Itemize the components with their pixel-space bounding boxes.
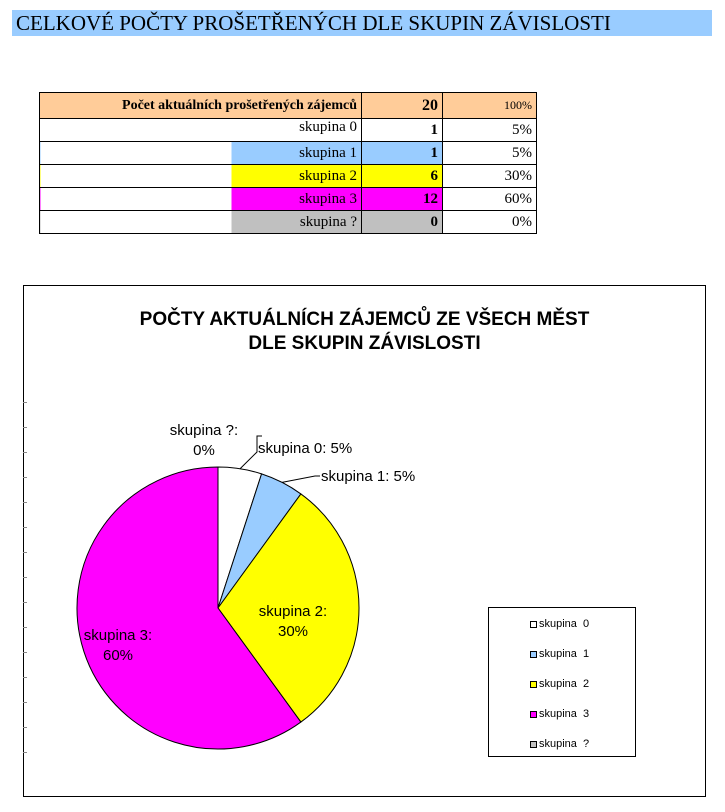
table-row: skupina ? 0 0%: [39, 210, 537, 234]
table-row: skupina 3 12 60%: [39, 187, 537, 211]
row-pct: 60%: [442, 187, 537, 211]
legend-swatch: [530, 741, 537, 748]
row-count: 6: [361, 164, 443, 188]
table-header-row: Počet aktuálních prošetřených zájemců 20…: [39, 92, 537, 119]
data-label: skupina 3: 60%: [84, 627, 152, 664]
row-label: skupina 2: [39, 164, 362, 188]
legend-entry: skupina ?: [530, 738, 590, 750]
legend-label: skupina 3: [539, 708, 590, 720]
row-label-text: skupina 1: [299, 144, 357, 161]
left-axis-ticks: [23, 402, 27, 762]
row-label-text: skupina ?: [299, 213, 357, 230]
row-label: skupina 0: [39, 118, 362, 142]
legend-entry: skupina 2: [530, 678, 590, 690]
leader-line: [281, 475, 320, 483]
leader-line: [239, 435, 262, 470]
chart-title: POČTY AKTUÁLNÍCH ZÁJEMCŮ ZE VŠECH MĚST D…: [24, 308, 705, 356]
row-count: 1: [361, 141, 443, 165]
row-label-text: skupina 2: [299, 167, 357, 184]
row-label: skupina ?: [39, 210, 362, 234]
legend-label: skupina 1: [539, 648, 590, 660]
data-label: skupina 1: 5%: [321, 468, 415, 485]
chart-legend: skupina 0 skupina 1 skupina 2 skupina 3 skup…: [488, 607, 636, 757]
legend-swatch: [530, 651, 537, 658]
pie-slice: [76, 466, 302, 750]
row-label: skupina 3: [39, 187, 362, 211]
row-label: skupina 1: [39, 141, 362, 165]
pie-chart: skupina 0: 5% skupina 1: 5% skupina 2: 30% s…: [76, 422, 415, 750]
table-row: skupina 0 1 5%: [39, 118, 537, 142]
row-pct: 5%: [442, 118, 537, 142]
data-label: skupina 2: 30%: [259, 603, 327, 640]
row-count: 12: [361, 187, 443, 211]
legend-label: skupina ?: [539, 738, 590, 750]
row-count: 1: [361, 118, 443, 142]
legend-label: skupina 2: [539, 678, 590, 690]
chart-title-line-1: POČTY AKTUÁLNÍCH ZÁJEMCŮ ZE VŠECH MĚST: [139, 309, 590, 330]
legend-entry: skupina 0: [530, 618, 590, 630]
summary-table: Počet aktuálních prošetřených zájemců 20…: [39, 92, 537, 234]
chart-title-line-2: DLE SKUPIN ZÁVISLOSTI: [248, 333, 481, 354]
data-label: skupina 0: 5%: [258, 440, 352, 457]
table-row: skupina 1 1 5%: [39, 141, 537, 165]
row-label-text: skupina 3: [299, 190, 357, 207]
page-title: CELKOVÉ POČTY PROŠETŘENÝCH DLE SKUPIN ZÁ…: [12, 10, 712, 36]
legend-entry: skupina 3: [530, 708, 590, 720]
row-pct: 5%: [442, 141, 537, 165]
header-count: 20: [361, 92, 443, 119]
header-pct: 100%: [442, 92, 537, 119]
data-label: skupina ?: 0%: [170, 422, 238, 459]
legend-swatch: [530, 621, 537, 628]
legend-entry: skupina 1: [530, 648, 590, 660]
row-pct: 30%: [442, 164, 537, 188]
legend-swatch: [530, 681, 537, 688]
row-label-text: skupina 0: [299, 119, 357, 135]
row-pct: 0%: [442, 210, 537, 234]
pie-chart-area: POČTY AKTUÁLNÍCH ZÁJEMCŮ ZE VŠECH MĚST D…: [23, 285, 706, 797]
row-count: 0: [361, 210, 443, 234]
pie-slice: [217, 493, 360, 723]
legend-label: skupina 0: [539, 618, 590, 630]
legend-swatch: [530, 711, 537, 718]
header-label: Počet aktuálních prošetřených zájemců: [39, 92, 362, 119]
table-row: skupina 2 6 30%: [39, 164, 537, 188]
